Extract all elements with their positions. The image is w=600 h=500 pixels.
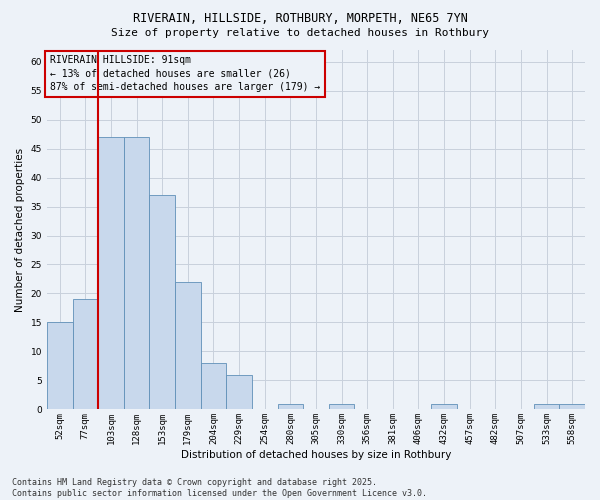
Bar xyxy=(175,282,200,410)
Bar xyxy=(149,195,175,410)
Bar xyxy=(98,137,124,409)
X-axis label: Distribution of detached houses by size in Rothbury: Distribution of detached houses by size … xyxy=(181,450,451,460)
Bar xyxy=(47,322,73,410)
Bar xyxy=(200,363,226,410)
Bar xyxy=(534,404,559,409)
Text: Contains HM Land Registry data © Crown copyright and database right 2025.
Contai: Contains HM Land Registry data © Crown c… xyxy=(12,478,427,498)
Y-axis label: Number of detached properties: Number of detached properties xyxy=(15,148,25,312)
Text: RIVERAIN, HILLSIDE, ROTHBURY, MORPETH, NE65 7YN: RIVERAIN, HILLSIDE, ROTHBURY, MORPETH, N… xyxy=(133,12,467,26)
Text: Size of property relative to detached houses in Rothbury: Size of property relative to detached ho… xyxy=(111,28,489,38)
Text: RIVERAIN HILLSIDE: 91sqm
← 13% of detached houses are smaller (26)
87% of semi-d: RIVERAIN HILLSIDE: 91sqm ← 13% of detach… xyxy=(50,56,320,92)
Bar xyxy=(278,404,303,409)
Bar xyxy=(329,404,355,409)
Bar xyxy=(73,300,98,410)
Bar xyxy=(431,404,457,409)
Bar xyxy=(124,137,149,409)
Bar xyxy=(559,404,585,409)
Bar xyxy=(226,374,252,410)
